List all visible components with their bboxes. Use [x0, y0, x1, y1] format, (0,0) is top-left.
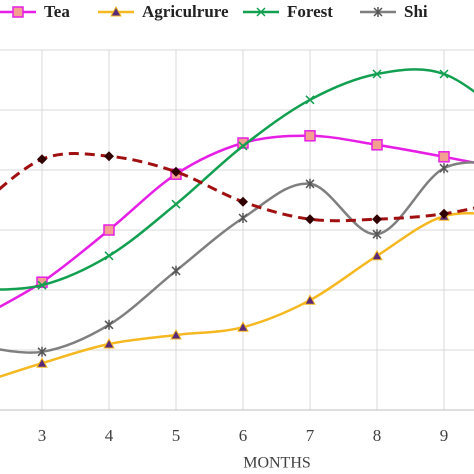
marker	[103, 337, 115, 349]
marker	[372, 69, 382, 79]
marker	[170, 328, 182, 340]
x-tick-label: 3	[38, 426, 47, 445]
legend-label: Tea	[44, 2, 70, 21]
series-line	[0, 161, 474, 354]
marker	[305, 178, 315, 189]
marker	[36, 357, 48, 368]
x-axis-title: MONTHS	[243, 455, 311, 472]
marker	[439, 163, 449, 174]
x-tick-label: 8	[373, 426, 382, 445]
marker	[37, 346, 47, 357]
marker	[238, 196, 248, 207]
marker	[171, 166, 181, 177]
marker	[304, 294, 316, 305]
marker	[171, 199, 181, 209]
marker	[304, 130, 316, 142]
x-tick-label: 5	[172, 426, 181, 445]
marker	[372, 214, 382, 225]
marker	[238, 141, 248, 151]
marker	[103, 224, 115, 236]
legend-label: Agriculrure	[142, 2, 229, 21]
marker	[104, 251, 114, 261]
marker	[104, 151, 114, 162]
marker	[439, 69, 449, 79]
marker	[36, 276, 48, 288]
legend-label: Forest	[287, 2, 333, 21]
marker	[371, 249, 383, 261]
marker	[171, 265, 181, 276]
marker	[12, 6, 24, 18]
marker	[439, 208, 449, 219]
x-tick-label: 9	[440, 426, 449, 445]
series-line	[0, 134, 474, 309]
marker	[305, 95, 315, 105]
marker	[372, 229, 382, 240]
x-tick-label: 7	[306, 426, 315, 445]
marker	[37, 280, 47, 290]
series-line	[0, 68, 474, 291]
marker	[104, 319, 114, 330]
x-tick-label: 6	[239, 426, 248, 445]
marker	[37, 154, 47, 165]
marker	[371, 139, 383, 151]
series-line	[0, 152, 474, 223]
marker	[238, 213, 248, 223]
x-tick-label: 4	[105, 426, 114, 445]
marker	[256, 7, 266, 17]
marker	[373, 7, 383, 17]
series-line	[0, 212, 474, 378]
marker	[237, 321, 249, 332]
marker	[305, 214, 315, 225]
marker	[438, 151, 450, 163]
marker	[110, 5, 122, 17]
legend-bg	[0, 0, 474, 26]
legend-label: Shi	[404, 2, 428, 21]
